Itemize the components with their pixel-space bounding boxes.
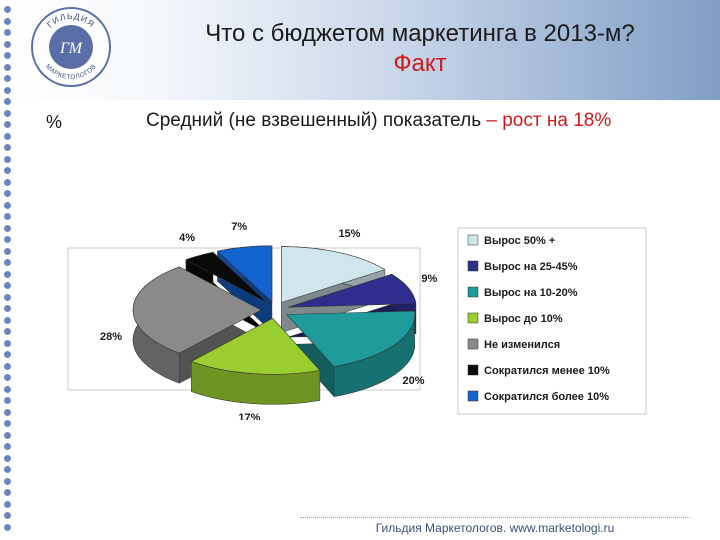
pie-slice-top [216,245,273,303]
logo-monogram: ГМ [59,40,84,57]
legend-item: Вырос 50% + [467,234,555,247]
legend-label: Сократился более 10% [484,391,609,403]
percent-label: % [46,112,63,132]
legend-box [457,227,647,415]
headline-main: Средний (не взвешенный) показатель [146,110,487,131]
legend-swatch [467,390,479,402]
legend-swatch [467,364,479,376]
legend-item: Вырос на 10-20% [467,286,578,299]
footer-text: Гильдия Маркетологов. www.marketologi.ru [375,521,615,535]
slice-data-label: 4% [179,232,195,244]
slice-data-label: 15% [338,228,360,240]
guild-logo: ГИЛЬДИЯ МАРКЕТОЛОГОВ ГМ [31,7,111,87]
legend-label: Вырос на 10-20% [484,287,578,299]
pie-slice [286,310,416,397]
legend-label: Вырос до 10% [484,313,563,325]
slide-subtitle: Факт [393,50,447,77]
pie-slice-top [286,310,416,367]
legend-item: Вырос до 10% [467,312,563,325]
pie-slice-top [288,273,417,308]
slice-data-label: 17% [238,412,260,420]
slide-title: Что с бюджетом маркетинга в 2013-м? [205,20,635,47]
pie-slice-top [281,246,386,303]
pie-chart: 15% 9% 20% 17% 28% 4% 7% Вырос 50% + Вырос на 25… [67,221,647,420]
pie-slice-top [190,317,321,375]
slice-data-label: 9% [421,273,437,285]
slide-header [0,0,720,100]
slice-data-label: 7% [231,221,247,233]
pie-slice [190,317,321,405]
decorative-dot-column [4,6,18,536]
legend-label: Вырос на 25-45% [484,261,578,273]
legend-swatch [467,338,479,350]
slice-data-label: 28% [100,331,122,343]
legend-label: Вырос 50% + [484,235,555,247]
footer-divider [300,517,690,518]
legend-item: Сократился более 10% [467,390,609,403]
legend-item: Сократился менее 10% [467,364,610,377]
headline: Средний (не взвешенный) показатель – рос… [146,110,611,132]
pie-slice-top [132,266,262,354]
legend-swatch [467,260,479,272]
legend-swatch [467,234,479,246]
legend-swatch [467,286,479,298]
pie-slice [132,266,262,384]
legend-swatch [467,312,479,324]
pie-slice-top [185,251,268,304]
legend-item: Не изменился [467,338,560,351]
legend-item: Вырос на 25-45% [467,260,578,273]
headline-highlight: – рост на 18% [486,110,612,131]
legend-label: Не изменился [484,339,560,351]
slice-data-label: 20% [402,375,424,387]
legend-label: Сократился менее 10% [484,365,610,377]
